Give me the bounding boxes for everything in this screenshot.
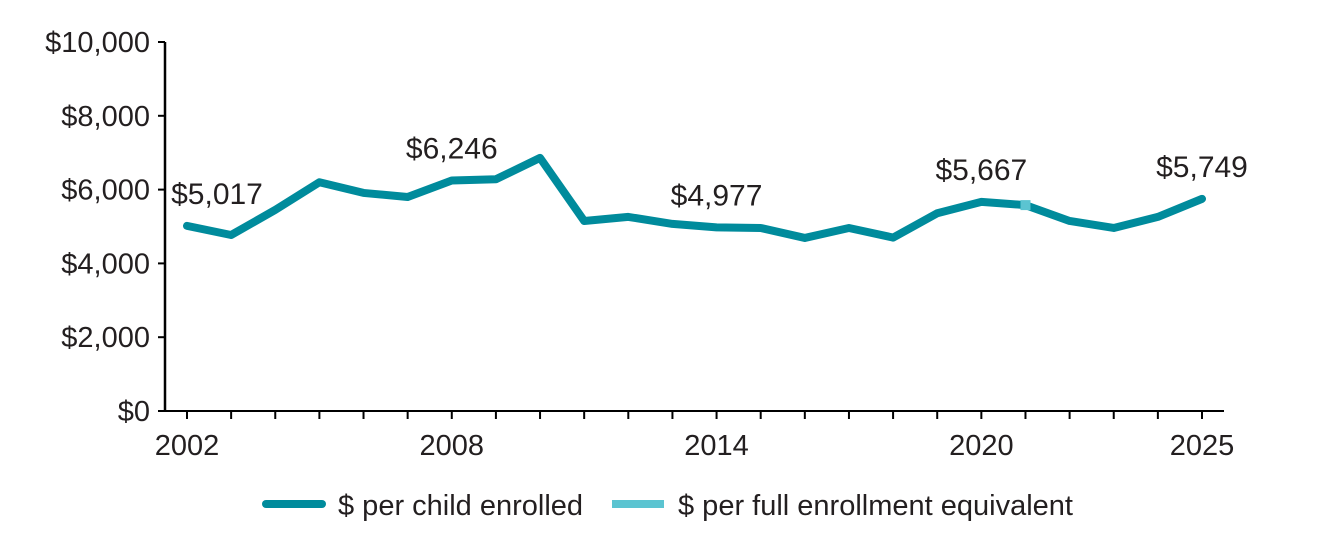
data-point-fte (1020, 200, 1030, 210)
x-tick-label: 2008 (420, 430, 485, 462)
data-label: $5,749 (1156, 151, 1248, 184)
data-label: $5,017 (171, 178, 263, 211)
y-tick-label: $4,000 (61, 248, 150, 280)
y-tick-label: $6,000 (61, 175, 150, 207)
x-tick-label: 2014 (684, 430, 749, 462)
legend: $ per child enrolled $ per full enrollme… (266, 490, 1073, 522)
legend-label-series-1: $ per full enrollment equivalent (678, 490, 1073, 522)
x-tick-label: 2002 (155, 430, 220, 462)
x-tick-label: 2025 (1170, 430, 1235, 462)
legend-label-series-0: $ per child enrolled (338, 490, 583, 522)
data-label: $4,977 (671, 179, 763, 212)
y-tick-label: $8,000 (61, 101, 150, 133)
y-tick-label: $10,000 (45, 27, 150, 59)
data-label: $6,246 (406, 133, 498, 166)
y-tick-label: $2,000 (61, 322, 150, 354)
data-label: $5,667 (935, 154, 1027, 187)
x-tick-label: 2020 (949, 430, 1014, 462)
y-tick-label: $0 (118, 396, 150, 428)
